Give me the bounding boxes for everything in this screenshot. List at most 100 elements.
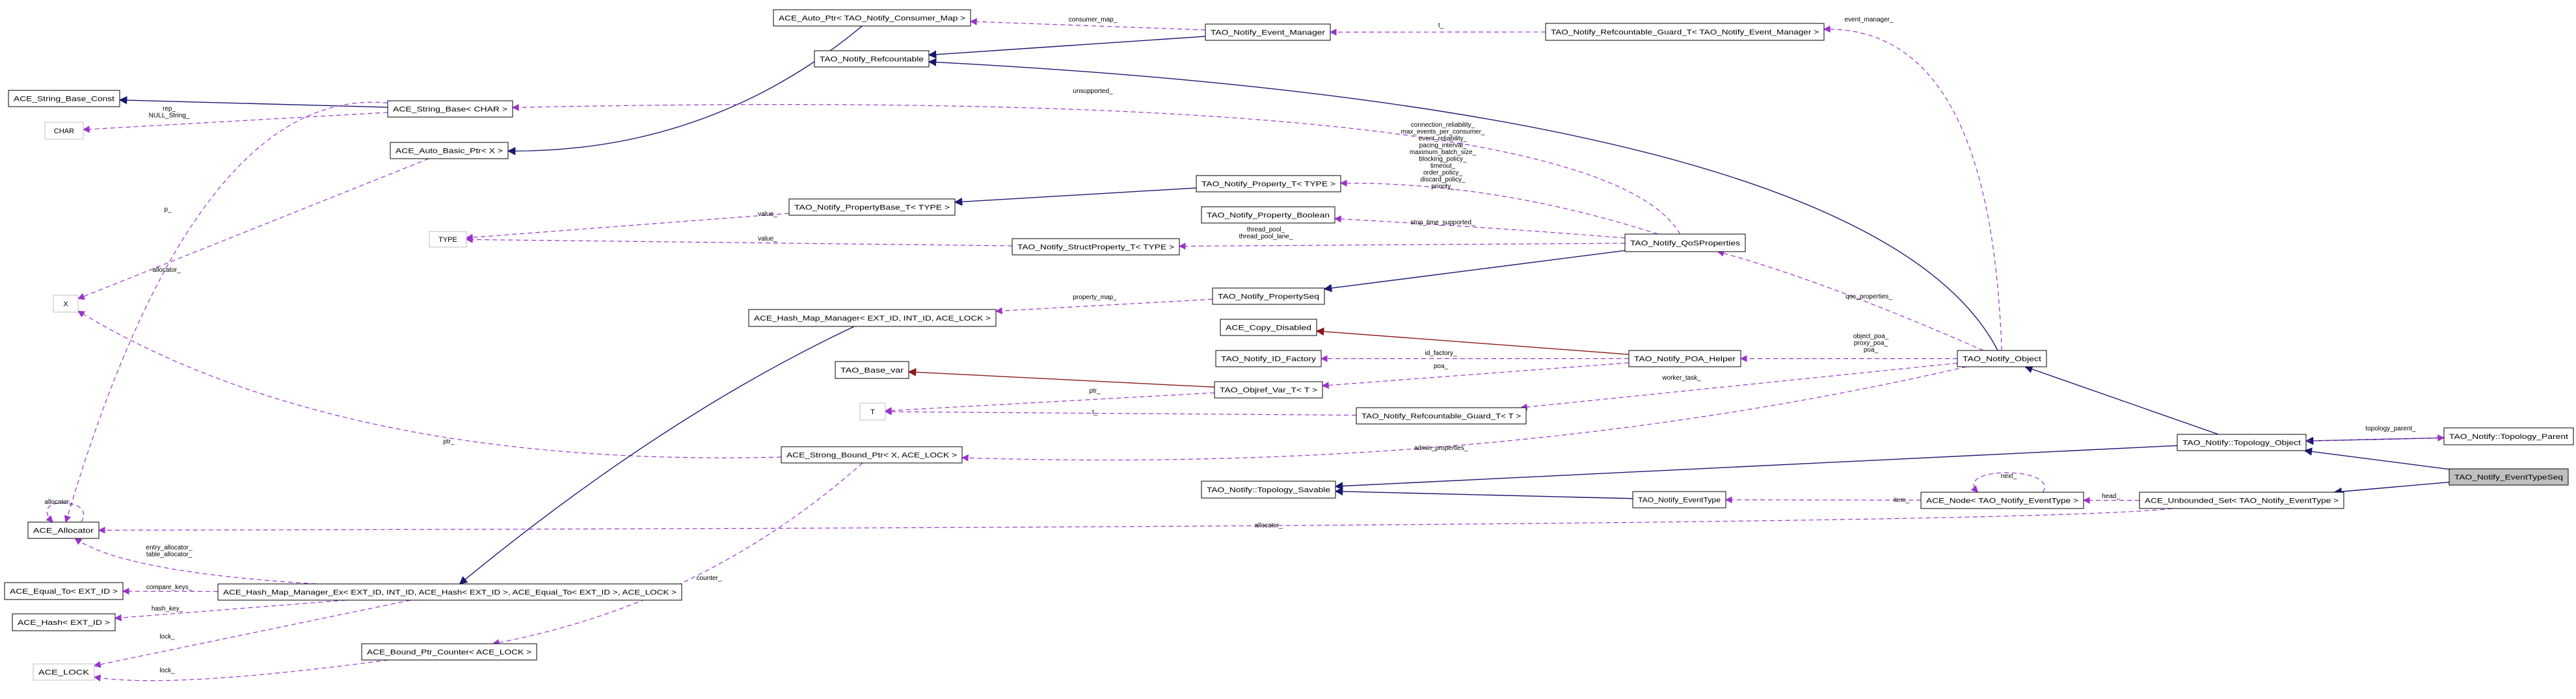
class-name: TAO_Notify::Topology_Object bbox=[2182, 440, 2301, 447]
class-box bbox=[859, 402, 886, 421]
class-node-poah[interactable]: TAO_Notify_POA_Helper bbox=[1628, 350, 1741, 367]
class-node-evmgr[interactable]: TAO_Notify_Event_Manager bbox=[1205, 23, 1331, 41]
edge-member-hmmex-to-lock bbox=[93, 600, 411, 668]
class-node-abptr[interactable]: ACE_Auto_Basic_Ptr< X > bbox=[390, 142, 509, 159]
class-box bbox=[1215, 350, 1322, 367]
class-box bbox=[748, 309, 997, 327]
class-box bbox=[1212, 287, 1325, 305]
class-node-hmmex[interactable]: ACE_Hash_Map_Manager_Ex< EXT_ID, INT_ID,… bbox=[217, 583, 682, 601]
class-node-x[interactable]: X bbox=[53, 295, 79, 313]
class-name: ACE_Copy_Disabled bbox=[1226, 324, 1311, 332]
class-node-basevar[interactable]: TAO_Base_var bbox=[835, 361, 909, 379]
class-node-autoptr[interactable]: ACE_Auto_Ptr< TAO_Notify_Consumer_Map > bbox=[773, 9, 971, 27]
edge-member-sbp-to-bpc bbox=[492, 462, 863, 646]
class-name: TYPE bbox=[438, 236, 457, 244]
edge-label: lock_ bbox=[159, 633, 175, 640]
class-node-propBool[interactable]: TAO_Notify_Property_Boolean bbox=[1201, 206, 1335, 224]
class-node-sbconst[interactable]: ACE_String_Base_Const bbox=[8, 90, 120, 107]
class-node-guardT[interactable]: TAO_Notify_Refcountable_Guard_T< T > bbox=[1356, 407, 1527, 425]
class-node-bpc[interactable]: ACE_Bound_Ptr_Counter< ACE_LOCK > bbox=[361, 643, 537, 661]
class-node-sbase[interactable]: ACE_String_Base< CHAR > bbox=[387, 100, 513, 118]
class-box bbox=[12, 613, 116, 631]
edge-label: connection_reliability_ bbox=[1411, 122, 1475, 129]
class-box bbox=[429, 231, 467, 248]
edge-member-sbase-to-char bbox=[82, 112, 388, 133]
class-node-node[interactable]: ACE_Node< TAO_Notify_EventType > bbox=[1920, 492, 2084, 509]
class-node-hmm[interactable]: ACE_Hash_Map_Manager< EXT_ID, INT_ID, AC… bbox=[748, 309, 997, 327]
class-name: ACE_Strong_Bound_Ptr< X, ACE_LOCK > bbox=[786, 452, 957, 460]
class-name: ACE_Unbounded_Set< TAO_Notify_EventType … bbox=[2145, 497, 2339, 505]
class-node-structProp[interactable]: TAO_Notify_StructProperty_T< TYPE > bbox=[1012, 238, 1180, 256]
class-node-propT[interactable]: TAO_Notify_Property_T< TYPE > bbox=[1196, 175, 1341, 192]
class-node-pseq[interactable]: TAO_Notify_PropertySeq bbox=[1212, 287, 1325, 305]
class-node-type[interactable]: TYPE bbox=[429, 231, 467, 248]
edge-label: entry_allocator_ bbox=[146, 544, 193, 551]
edge-label: NULL_String_ bbox=[149, 112, 190, 120]
edge-member-node-to-node bbox=[1970, 472, 2045, 493]
class-node-savable[interactable]: TAO_Notify::Topology_Savable bbox=[1201, 481, 1336, 499]
class-node-ets[interactable]: TAO_Notify_EventTypeSeq bbox=[2449, 468, 2569, 486]
class-node-nobj[interactable]: TAO_Notify_Object bbox=[1957, 350, 2047, 367]
class-node-objref[interactable]: TAO_Objref_Var_T< T > bbox=[1214, 381, 1323, 399]
edge-label: thread_pool_lane_ bbox=[1239, 233, 1293, 241]
class-node-t[interactable]: T bbox=[859, 402, 886, 421]
class-box bbox=[44, 122, 84, 140]
edge-label: object_poa_ bbox=[1853, 333, 1889, 340]
edge-inherit-nobj-to-refc bbox=[928, 58, 1998, 351]
edge-member-nobj-to-guardT bbox=[1520, 362, 1958, 411]
class-box bbox=[1012, 238, 1180, 256]
edge-label: compare_keys_ bbox=[146, 584, 193, 591]
class-node-evtype[interactable]: TAO_Notify_EventType bbox=[1632, 491, 1726, 508]
class-node-eqto[interactable]: ACE_Equal_To< EXT_ID > bbox=[4, 582, 124, 600]
nodes-layer: ACE_Auto_Ptr< TAO_Notify_Consumer_Map > T… bbox=[4, 9, 2574, 681]
edge-label: poa_ bbox=[1864, 347, 1879, 354]
class-box bbox=[1632, 491, 1726, 508]
class-node-uset[interactable]: ACE_Unbounded_Set< TAO_Notify_EventType … bbox=[2139, 492, 2344, 509]
edge-label: value_ bbox=[758, 211, 777, 218]
class-box bbox=[1205, 23, 1331, 41]
class-box bbox=[33, 663, 95, 681]
class-box bbox=[1214, 381, 1323, 399]
class-box bbox=[4, 582, 124, 600]
edge-label: hash_key_ bbox=[152, 605, 183, 613]
edge-inherit-topoParent-to-topoObj bbox=[2305, 436, 2445, 445]
class-node-hash[interactable]: ACE_Hash< EXT_ID > bbox=[12, 613, 116, 631]
class-node-char[interactable]: CHAR bbox=[44, 122, 84, 140]
class-node-topoObj[interactable]: TAO_Notify::Topology_Object bbox=[2177, 434, 2307, 451]
edge-member-objref-to-t bbox=[884, 392, 1215, 414]
class-node-lock[interactable]: ACE_LOCK bbox=[33, 663, 95, 681]
class-name: TAO_Base_var bbox=[840, 367, 904, 375]
edge-label: allocator_ bbox=[152, 267, 181, 274]
class-box bbox=[1624, 233, 1746, 252]
class-box bbox=[2443, 427, 2574, 445]
class-node-refc[interactable]: TAO_Notify_Refcountable bbox=[814, 50, 930, 68]
class-node-qos[interactable]: TAO_Notify_QoSProperties bbox=[1624, 233, 1746, 252]
class-box bbox=[835, 361, 909, 379]
class-box bbox=[1220, 319, 1317, 336]
class-node-sbp[interactable]: ACE_Strong_Bound_Ptr< X, ACE_LOCK > bbox=[781, 446, 963, 464]
class-node-guardEM[interactable]: TAO_Notify_Refcountable_Guard_T< TAO_Not… bbox=[1545, 23, 1825, 41]
edge-labels-layer: rep_NULL_String_ allocator_ p_ consumer_map… bbox=[44, 16, 2416, 674]
class-name: TAO_Notify_StructProperty_T< TYPE > bbox=[1017, 244, 1174, 252]
edge-member-nobj-to-sbp bbox=[961, 366, 1967, 462]
class-node-idf[interactable]: TAO_Notify_ID_Factory bbox=[1215, 350, 1322, 367]
edge-label: topology_parent_ bbox=[2365, 425, 2416, 432]
class-name: TAO_Notify_Property_Boolean bbox=[1207, 212, 1330, 220]
edge-label: ptr_ bbox=[1089, 388, 1101, 395]
class-node-copyd[interactable]: ACE_Copy_Disabled bbox=[1220, 319, 1317, 336]
class-box bbox=[361, 643, 537, 661]
edge-member-hmmex-to-hash bbox=[114, 600, 347, 622]
edge-inherit-propT-to-propBase bbox=[954, 187, 1197, 206]
class-name: TAO_Notify::Topology_Savable bbox=[1207, 486, 1330, 494]
edge-inherit-topoObj-to-nobj bbox=[2024, 365, 2219, 435]
class-node-topoParent[interactable]: TAO_Notify::Topology_Parent bbox=[2443, 427, 2574, 445]
class-node-propBase[interactable]: TAO_Notify_PropertyBase_T< TYPE > bbox=[788, 198, 956, 216]
edge-label: property_map_ bbox=[1073, 294, 1117, 301]
class-name: ACE_Hash_Map_Manager_Ex< EXT_ID, INT_ID,… bbox=[223, 589, 677, 597]
edge-member-guardT-to-t bbox=[884, 408, 1357, 416]
class-node-alloc[interactable]: ACE_Allocator bbox=[27, 521, 100, 539]
edge-member-node-to-evtype bbox=[1724, 496, 1922, 504]
edge-inherit-evtype-to-savable bbox=[1334, 487, 1633, 499]
edge-inherit-ets-to-topoObj bbox=[2303, 447, 2450, 470]
class-name: TAO_Notify_Refcountable_Guard_T< TAO_Not… bbox=[1551, 29, 1819, 36]
